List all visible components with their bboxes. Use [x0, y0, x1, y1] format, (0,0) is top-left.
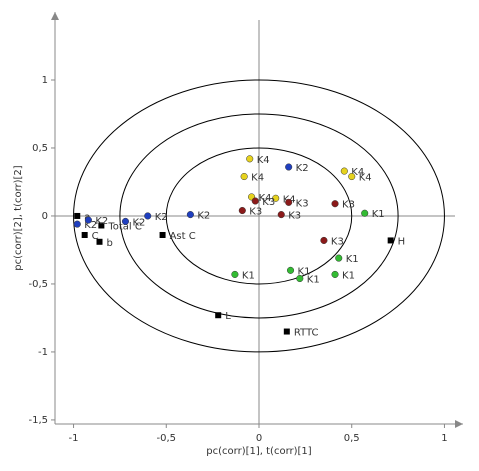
point: [84, 216, 92, 224]
y-tick-label: -1: [38, 347, 48, 358]
point-label: K1: [372, 209, 385, 220]
point: [98, 222, 105, 229]
point-label: H: [398, 236, 406, 247]
y-tick-label: -0,5: [28, 279, 48, 290]
point: [335, 254, 343, 262]
point-label: K4: [251, 173, 264, 184]
point: [331, 270, 339, 278]
point-label: K2: [132, 217, 145, 228]
point: [285, 198, 293, 206]
point-label: b: [107, 238, 113, 249]
point: [348, 172, 356, 181]
point: [272, 194, 280, 202]
y-tick-label: 0: [42, 211, 48, 222]
point-label: K2: [84, 220, 97, 231]
point-label: Total C: [107, 221, 142, 232]
point-label: K2: [197, 211, 210, 222]
point-label: K4: [351, 167, 364, 178]
point-label: L: [225, 311, 231, 322]
point: [286, 266, 295, 274]
y-axis-arrow: [51, 12, 59, 20]
point-label: K3: [249, 207, 262, 218]
y-tick-label: 0,5: [32, 143, 48, 154]
x-tick-label: -0,5: [157, 433, 177, 444]
point-label: K3: [331, 236, 344, 247]
point: [387, 237, 394, 244]
point: [340, 167, 348, 175]
x-tick-label: 0: [256, 433, 262, 444]
point-label: K1: [307, 275, 320, 286]
point: [251, 197, 259, 205]
point: [96, 238, 103, 245]
point: [296, 274, 304, 283]
point: [361, 209, 369, 217]
y-tick-label: -1,5: [28, 415, 48, 426]
point: [73, 220, 81, 228]
reference-circle: [119, 113, 399, 319]
point-label: RTTC: [294, 328, 319, 339]
point-label: K1: [346, 254, 359, 265]
point: [240, 172, 248, 181]
point-label: K4: [257, 155, 270, 166]
point-label: C: [92, 231, 99, 242]
point: [238, 206, 246, 215]
point-label: K2: [155, 212, 168, 223]
point-label: K3: [288, 211, 301, 222]
reference-circle: [73, 79, 445, 353]
point: [159, 231, 166, 238]
x-tick-label: -1: [69, 433, 79, 444]
point: [81, 231, 88, 238]
x-axis-arrow: [455, 420, 463, 428]
point-label: Ast C: [170, 231, 196, 242]
point: [246, 155, 254, 163]
point: [74, 212, 81, 219]
point: [285, 163, 293, 171]
reference-circle: [165, 147, 353, 285]
point: [283, 328, 290, 335]
y-tick-label: 1: [42, 75, 48, 86]
point: [231, 270, 239, 278]
point-label: K3: [342, 200, 355, 211]
point: [144, 212, 152, 220]
point-label: K4: [259, 193, 272, 204]
y-axis-title: pc(corr)[2], t(corr)[2]: [13, 165, 24, 270]
point-label: K2: [95, 216, 108, 227]
point: [215, 312, 222, 319]
point: [320, 236, 328, 244]
point-label: K3: [262, 197, 275, 208]
point-label: K3: [296, 198, 309, 209]
x-axis-title: pc(corr)[1], t(corr)[1]: [206, 446, 311, 457]
point: [277, 211, 285, 219]
x-tick-label: 0,5: [344, 433, 360, 444]
point-label: K1: [298, 266, 311, 277]
point-label: K1: [342, 270, 355, 281]
point-label: K1: [242, 270, 255, 281]
point-label: K2: [296, 163, 309, 174]
point: [121, 217, 130, 225]
point-label: K4: [359, 173, 372, 184]
point: [331, 200, 339, 208]
point: [186, 211, 194, 219]
x-tick-label: 1: [441, 433, 447, 444]
